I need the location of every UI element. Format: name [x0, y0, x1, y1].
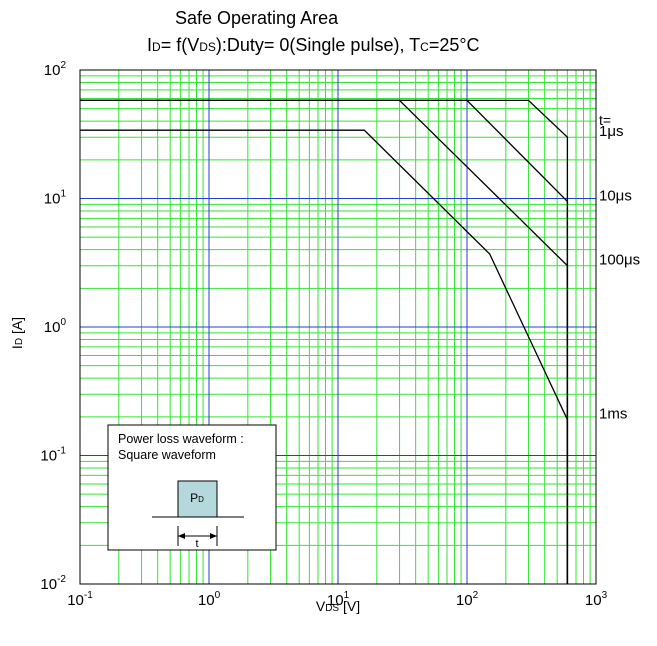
- x-tick-label: 100: [198, 590, 221, 609]
- x-tick-labels: 10-1 100 101 102 103: [67, 590, 607, 609]
- grid: [80, 70, 596, 584]
- y-tick-labels: 10-2 10-1 100 101 102: [40, 60, 66, 593]
- y-tick-label: 10-1: [40, 446, 66, 465]
- chart-title: Safe Operating Area: [175, 8, 339, 28]
- series-label-4: 1ms: [599, 406, 627, 423]
- x-axis-label: VDS [V]: [316, 598, 360, 614]
- pulse-rect: [177, 480, 218, 518]
- y-tick-label: 101: [44, 189, 67, 208]
- plot-frame: [79, 69, 597, 585]
- x-tick-label: 10-1: [67, 590, 93, 609]
- inset-title-line2: Square waveform: [118, 448, 216, 462]
- chart-subtitle: ID= f(VDS):Duty= 0(Single pulse), TC=25°…: [147, 35, 480, 55]
- y-tick-label: 10-2: [40, 574, 66, 593]
- series-label-1: 1μs: [599, 123, 624, 140]
- arrow-head-right: [210, 533, 217, 539]
- series-labels: 1μs 10μs 100μs 1ms: [599, 123, 640, 422]
- t-equals-label: t=: [599, 112, 611, 128]
- power-loss-inset: Power loss waveform : Square waveform PD…: [107, 424, 277, 551]
- x-tick-label: 103: [585, 590, 608, 609]
- series-line-4: [80, 129, 569, 584]
- y-axis-label: ID [A]: [9, 317, 25, 349]
- x-tick-label: 101: [327, 590, 350, 609]
- x-tick-label: 102: [456, 590, 479, 609]
- inset-title-line1: Power loss waveform :: [118, 432, 244, 446]
- series-label-2: 10μs: [599, 187, 632, 204]
- series-lines: [80, 99, 569, 584]
- pulse-label: PD: [190, 491, 204, 505]
- y-tick-label: 100: [44, 317, 67, 336]
- series-label-3: 100μs: [599, 252, 640, 269]
- arrow-head-left: [178, 533, 185, 539]
- y-tick-label: 102: [44, 60, 67, 79]
- width-label: t: [195, 538, 198, 550]
